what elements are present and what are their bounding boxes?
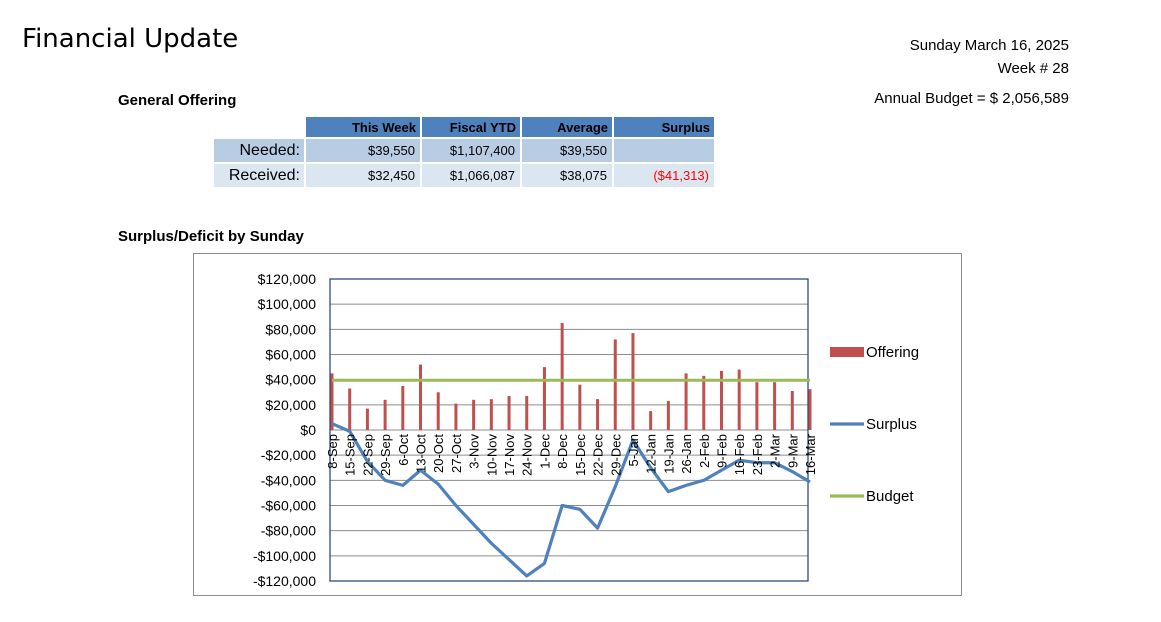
x-tick-label: 26-Jan [679, 434, 694, 474]
bar-offering [489, 399, 493, 430]
x-tick-label: 17-Nov [502, 434, 517, 476]
bar-offering [542, 367, 546, 430]
report-date: Sunday March 16, 2025 [909, 37, 1069, 54]
x-tick-label: 22-Sep [360, 434, 375, 476]
legend-label: Surplus [866, 416, 917, 433]
x-tick-label: 22-Dec [591, 434, 606, 476]
y-tick-label: $100,000 [258, 296, 317, 312]
needed-fiscal-ytd: $1,107,400 [422, 139, 520, 162]
x-tick-label: 24-Nov [520, 434, 535, 476]
bar-offering [790, 390, 794, 430]
bar-offering [525, 396, 529, 430]
bar-offering [472, 399, 476, 430]
bar-offering [755, 382, 759, 430]
table-header-row: This Week Fiscal YTD Average Surplus [214, 117, 714, 137]
plot-area-border [329, 278, 809, 582]
x-tick-label: 23-Feb [750, 434, 765, 475]
x-tick-label: 9-Feb [714, 434, 729, 468]
x-tick-label: 27-Oct [449, 434, 464, 473]
bar-offering [684, 373, 688, 430]
offering-table: This Week Fiscal YTD Average Surplus Nee… [212, 115, 716, 189]
legend-label: Budget [866, 488, 914, 505]
needed-average: $39,550 [522, 139, 612, 162]
column-header-this-week: This Week [306, 117, 420, 137]
x-tick-label: 8-Sep [325, 434, 340, 469]
bar-offering [737, 369, 741, 430]
y-tick-label: $40,000 [265, 372, 316, 388]
y-tick-label: $20,000 [265, 397, 316, 413]
week-number: Week # 28 [997, 60, 1069, 77]
column-header-fiscal-ytd: Fiscal YTD [422, 117, 520, 137]
y-tick-label: -$40,000 [261, 472, 316, 488]
x-tick-label: 2-Mar [768, 433, 783, 468]
row-label: Needed: [214, 139, 304, 162]
y-tick-label: -$80,000 [261, 523, 316, 539]
x-tick-label: 3-Nov [467, 434, 482, 469]
legend-label: Offering [866, 344, 919, 361]
y-tick-label: $80,000 [265, 321, 316, 337]
x-tick-label: 15-Dec [573, 434, 588, 476]
bar-offering [773, 382, 777, 430]
x-tick-label: 5-Jan [626, 434, 641, 467]
x-tick-label: 16-Feb [732, 434, 747, 475]
x-tick-label: 8-Dec [555, 434, 570, 469]
annual-budget: Annual Budget = $ 2,056,589 [874, 90, 1069, 107]
bar-offering [365, 408, 369, 430]
bar-offering [383, 399, 387, 430]
x-tick-label: 15-Sep [343, 434, 358, 476]
bar-offering [666, 401, 670, 430]
legend-offering-swatch [830, 347, 864, 357]
bar-offering [401, 385, 405, 430]
x-tick-label: 20-Oct [431, 434, 446, 473]
bar-offering [596, 399, 600, 430]
x-tick-label: 12-Jan [644, 434, 659, 474]
bar-offering [330, 373, 334, 430]
y-tick-label: $0 [300, 422, 316, 438]
general-offering-heading: General Offering [118, 92, 237, 109]
page-title: Financial Update [22, 24, 239, 54]
bar-offering [507, 396, 511, 430]
y-tick-label: $120,000 [258, 271, 317, 287]
surplus-line [331, 422, 811, 578]
x-tick-label: 16-Mar [803, 433, 818, 475]
y-tick-label: -$120,000 [253, 573, 316, 589]
column-header-average: Average [522, 117, 612, 137]
bar-offering [719, 370, 723, 430]
bar-offering [613, 339, 617, 430]
x-tick-label: 2-Feb [697, 434, 712, 468]
y-tick-label: -$100,000 [253, 548, 316, 564]
bar-offering [419, 364, 423, 430]
x-tick-label: 13-Oct [414, 434, 429, 473]
bar-offering [436, 392, 440, 430]
bar-offering [560, 323, 564, 430]
y-tick-label: -$20,000 [261, 447, 316, 463]
y-tick-label: $60,000 [265, 347, 316, 363]
needed-surplus [614, 139, 714, 162]
x-tick-label: 29-Sep [378, 434, 393, 476]
needed-this-week: $39,550 [306, 139, 420, 162]
x-tick-label: 29-Dec [608, 434, 623, 476]
received-this-week: $32,450 [306, 164, 420, 187]
x-tick-label: 10-Nov [484, 434, 499, 476]
table-row-needed: Needed: $39,550 $1,107,400 $39,550 [214, 139, 714, 162]
bar-offering [702, 375, 706, 430]
chart-heading: Surplus/Deficit by Sunday [118, 228, 304, 245]
received-surplus: ($41,313) [614, 164, 714, 187]
bar-offering [808, 389, 812, 430]
received-fiscal-ytd: $1,066,087 [422, 164, 520, 187]
x-tick-label: 1-Dec [537, 434, 552, 469]
x-tick-label: 6-Oct [396, 434, 411, 466]
received-average: $38,075 [522, 164, 612, 187]
bar-offering [348, 388, 352, 430]
row-label: Received: [214, 164, 304, 187]
table-row-received: Received: $32,450 $1,066,087 $38,075 ($4… [214, 164, 714, 187]
y-tick-label: -$60,000 [261, 498, 316, 514]
x-tick-label: 19-Jan [661, 434, 676, 474]
column-header-surplus: Surplus [614, 117, 714, 137]
bar-offering [649, 411, 653, 430]
bar-offering [454, 403, 458, 430]
x-tick-label: 9-Mar [785, 433, 800, 468]
bar-offering [578, 384, 582, 430]
